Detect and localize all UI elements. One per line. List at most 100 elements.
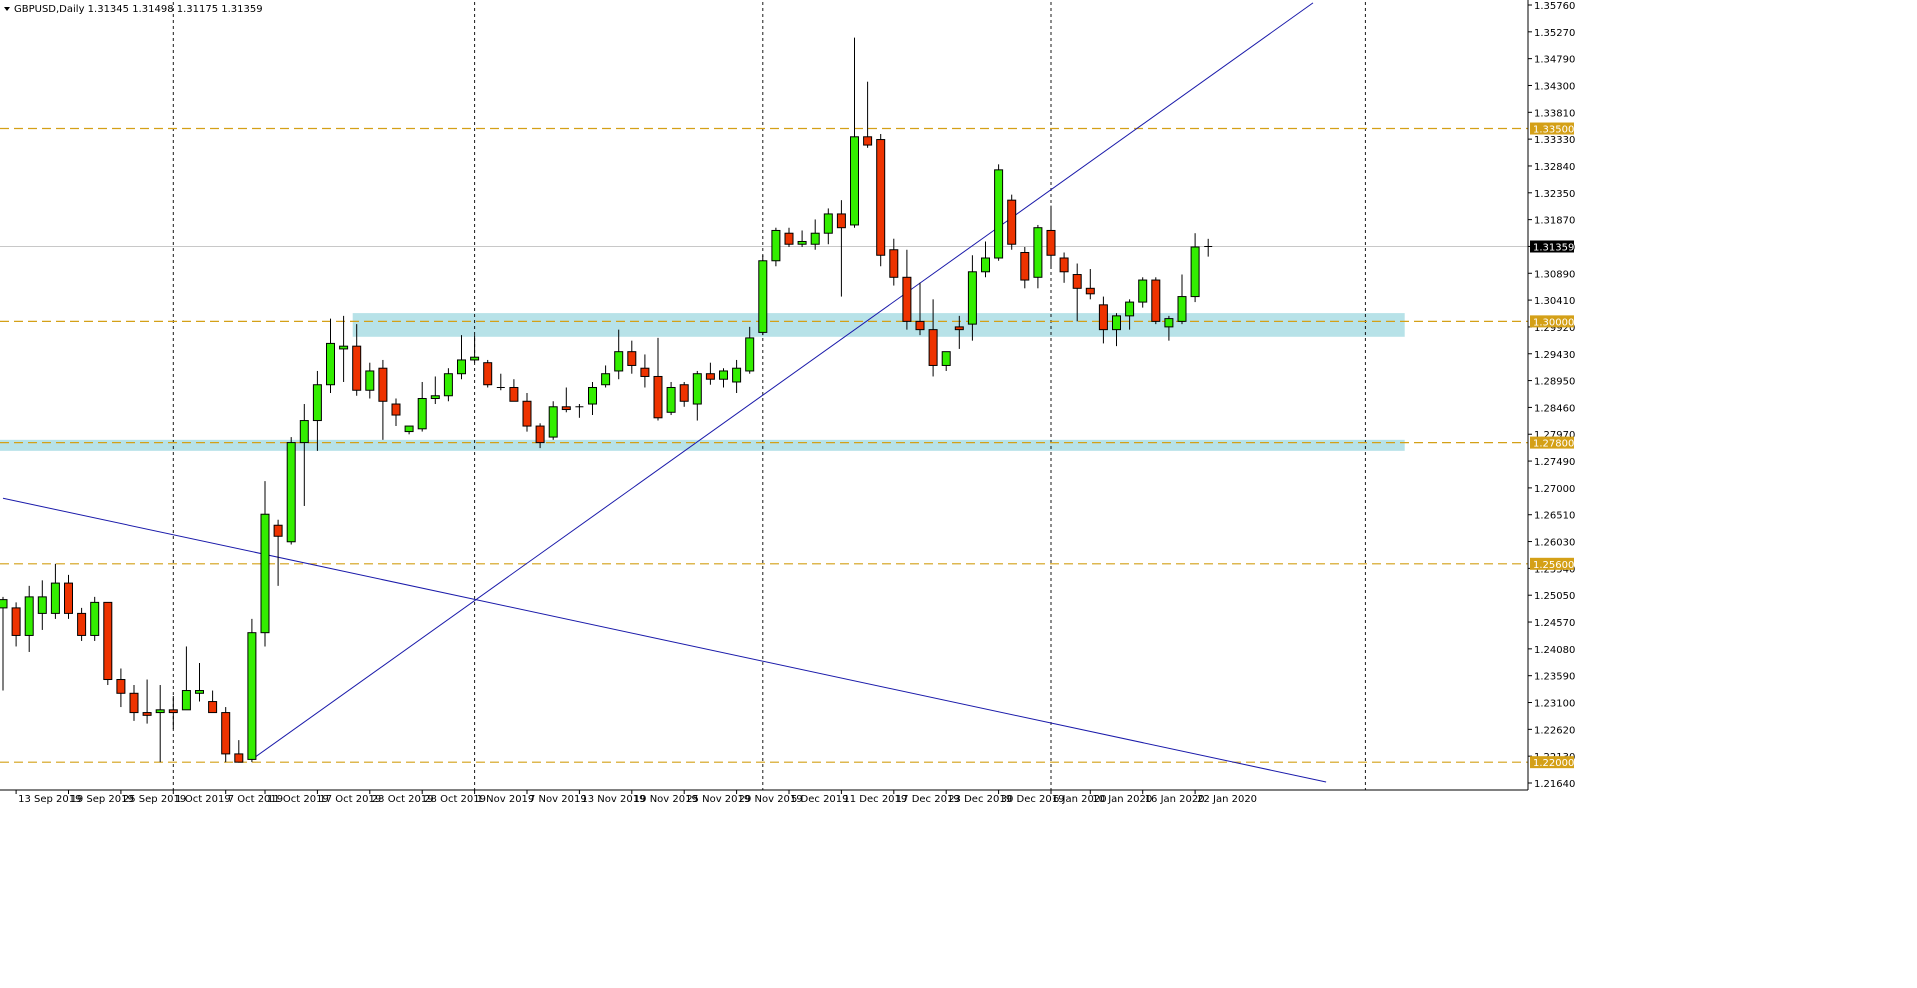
chart-frame <box>0 0 1529 791</box>
bear-candle-body <box>836 213 846 229</box>
candle <box>129 685 139 721</box>
bear-candle-body <box>483 362 493 386</box>
candle <box>496 373 505 391</box>
candle <box>627 340 637 374</box>
bull-candle-body <box>967 271 977 325</box>
current-price-badge <box>1530 240 1574 253</box>
bear-candle-body <box>221 712 231 755</box>
candle <box>1177 274 1187 325</box>
level-badge[interactable] <box>1530 315 1574 328</box>
candle <box>771 227 781 267</box>
bull-candle-body <box>797 240 807 245</box>
candle <box>339 315 349 382</box>
candle <box>836 200 846 297</box>
candle <box>483 359 493 388</box>
candle <box>902 249 912 330</box>
candle <box>981 241 990 278</box>
time-tick-label: 29 Nov 2019 <box>739 794 803 805</box>
candle <box>810 219 820 250</box>
candle <box>535 423 545 449</box>
bear-candle-body <box>640 367 650 377</box>
triangle-down-icon[interactable] <box>4 7 10 11</box>
candle <box>1098 296 1108 344</box>
candle <box>915 282 925 336</box>
candle <box>247 618 257 763</box>
candlesticks <box>0 37 1213 763</box>
candle <box>64 574 73 619</box>
bear-candle-body <box>352 345 362 391</box>
candle <box>116 668 126 708</box>
time-tick-label: 13 Sep 2019 <box>18 794 81 805</box>
candle <box>967 255 977 341</box>
price-tick-label: 1.25050 <box>1534 591 1575 602</box>
price-tick-label: 1.24080 <box>1534 645 1575 656</box>
price-tick-label: 1.27970 <box>1534 430 1575 441</box>
candle <box>50 563 60 619</box>
candle <box>1204 238 1213 257</box>
level-badge[interactable] <box>1530 436 1574 449</box>
candle <box>326 318 335 393</box>
trendlines[interactable] <box>2 2 1327 783</box>
price-tick-label: 1.25540 <box>1534 564 1575 575</box>
trendline[interactable] <box>2 497 1327 783</box>
price-tick-label: 1.23100 <box>1534 699 1575 710</box>
price-tick-label: 1.30890 <box>1534 269 1575 280</box>
bear-candle-body <box>876 139 886 256</box>
candle <box>719 368 728 388</box>
bear-candle-body <box>863 136 873 146</box>
candle <box>1007 194 1017 250</box>
level-badge[interactable] <box>1530 756 1574 769</box>
candle <box>863 81 873 148</box>
trendline[interactable] <box>251 2 1314 760</box>
candle <box>509 379 519 402</box>
bull-candle-body <box>260 513 270 634</box>
candle <box>391 398 401 427</box>
candle <box>195 662 204 702</box>
time-tick-label: 23 Oct 2019 <box>372 794 434 805</box>
candle <box>1125 299 1135 330</box>
candle <box>1020 246 1030 289</box>
candle <box>1033 224 1043 289</box>
price-tick-label: 1.22620 <box>1534 725 1575 736</box>
bull-candle-body <box>50 582 60 614</box>
level-badge[interactable] <box>1530 122 1574 135</box>
candle <box>548 401 558 440</box>
candle <box>745 326 755 374</box>
bear-candle-body <box>208 701 218 714</box>
candle <box>575 404 584 418</box>
level-badge[interactable] <box>1530 557 1574 570</box>
bull-candle-body <box>1138 279 1148 303</box>
price-tick-label: 1.27490 <box>1534 457 1575 468</box>
time-tick-label: 19 Sep 2019 <box>71 794 134 805</box>
candle <box>430 376 440 405</box>
price-tick-label: 1.35760 <box>1534 1 1575 12</box>
bull-candle-body <box>0 599 8 609</box>
candle <box>90 596 100 641</box>
bear-candle-body <box>522 400 532 427</box>
level-badge-label: 1.25600 <box>1533 560 1574 571</box>
bear-candle-body <box>1020 251 1030 281</box>
price-tick-label: 1.26510 <box>1534 511 1575 522</box>
candle <box>312 370 322 451</box>
bear-candle-body <box>11 607 21 636</box>
candle <box>443 368 453 402</box>
time-tick-label: 11 Dec 2019 <box>843 794 907 805</box>
bull-candle-body <box>430 395 440 400</box>
bull-candle-body <box>823 213 833 234</box>
candle <box>692 370 702 421</box>
candle <box>286 437 296 545</box>
time-tick-label: 25 Sep 2019 <box>123 794 186 805</box>
time-tick-label: 1 Nov 2019 <box>477 794 535 805</box>
candle <box>850 37 859 228</box>
bear-candle-body <box>116 679 126 694</box>
time-tick-label: 25 Nov 2019 <box>686 794 750 805</box>
candle <box>181 646 191 711</box>
price-axis[interactable]: 1.35760 1.35270 1.34790 1.34300 1.33810 1.333… <box>1528 1 1575 790</box>
bull-candle-body <box>443 373 453 397</box>
candle <box>352 324 362 396</box>
candle <box>142 679 152 724</box>
bear-candle-body <box>1151 279 1161 322</box>
